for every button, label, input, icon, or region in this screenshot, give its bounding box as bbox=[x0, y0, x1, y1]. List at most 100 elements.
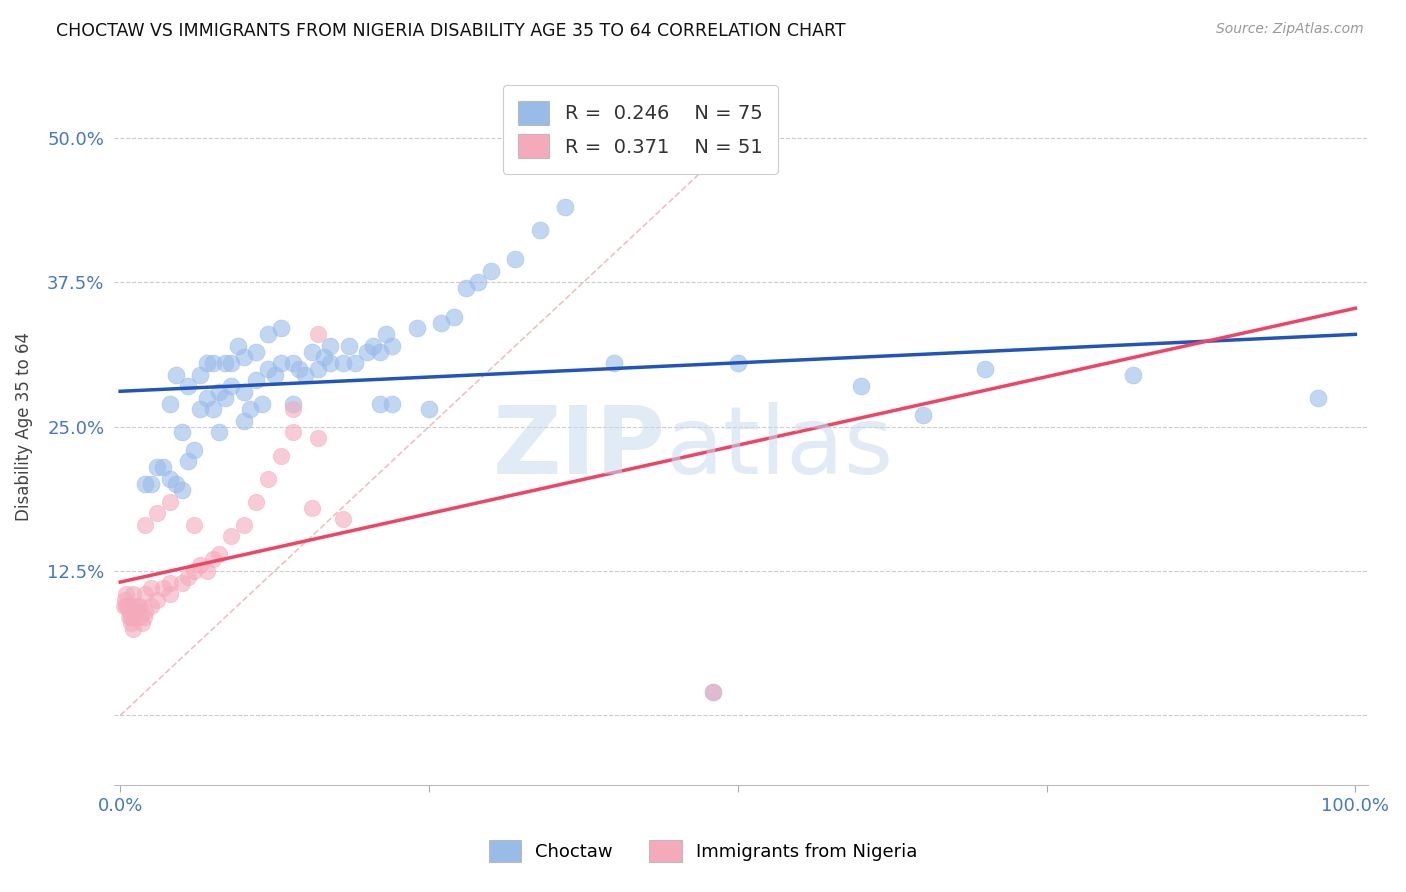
Point bbox=[132, 610, 155, 624]
Point bbox=[368, 344, 391, 359]
Point bbox=[139, 477, 162, 491]
Point bbox=[332, 512, 354, 526]
Point bbox=[288, 362, 311, 376]
Point bbox=[281, 402, 304, 417]
Point bbox=[170, 483, 193, 498]
Point bbox=[115, 599, 138, 613]
Point bbox=[159, 396, 181, 410]
Point bbox=[239, 402, 262, 417]
Point bbox=[159, 494, 181, 508]
Point bbox=[183, 564, 205, 578]
Point bbox=[221, 356, 243, 370]
Text: CHOCTAW VS IMMIGRANTS FROM NIGERIA DISABILITY AGE 35 TO 64 CORRELATION CHART: CHOCTAW VS IMMIGRANTS FROM NIGERIA DISAB… bbox=[56, 22, 846, 40]
Point bbox=[301, 344, 323, 359]
Point bbox=[195, 564, 218, 578]
Point bbox=[1122, 368, 1144, 382]
Point bbox=[183, 442, 205, 457]
Point bbox=[121, 610, 143, 624]
Point bbox=[337, 339, 360, 353]
Point bbox=[152, 582, 174, 596]
Point bbox=[159, 472, 181, 486]
Point bbox=[128, 599, 150, 613]
Point bbox=[443, 310, 465, 324]
Point bbox=[159, 575, 181, 590]
Point bbox=[146, 593, 169, 607]
Point bbox=[343, 356, 366, 370]
Point bbox=[307, 362, 329, 376]
Point bbox=[139, 582, 162, 596]
Point bbox=[257, 327, 280, 342]
Point bbox=[270, 449, 292, 463]
Point bbox=[232, 414, 254, 428]
Point bbox=[177, 379, 200, 393]
Point bbox=[134, 605, 156, 619]
Point bbox=[430, 316, 453, 330]
Point bbox=[221, 529, 243, 543]
Point bbox=[454, 281, 477, 295]
Point bbox=[170, 575, 193, 590]
Point bbox=[118, 610, 141, 624]
Point bbox=[165, 368, 187, 382]
Point bbox=[245, 373, 267, 387]
Point bbox=[121, 587, 143, 601]
Point bbox=[356, 344, 378, 359]
Point bbox=[603, 356, 626, 370]
Point bbox=[190, 368, 212, 382]
Point bbox=[201, 552, 224, 566]
Text: Source: ZipAtlas.com: Source: ZipAtlas.com bbox=[1216, 22, 1364, 37]
Point bbox=[973, 362, 995, 376]
Point bbox=[159, 587, 181, 601]
Point bbox=[221, 379, 243, 393]
Point bbox=[177, 570, 200, 584]
Point bbox=[467, 275, 489, 289]
Point bbox=[120, 610, 142, 624]
Point bbox=[257, 362, 280, 376]
Point bbox=[554, 200, 576, 214]
Point bbox=[319, 356, 342, 370]
Point bbox=[702, 685, 724, 699]
Y-axis label: Disability Age 35 to 64: Disability Age 35 to 64 bbox=[15, 332, 32, 521]
Point bbox=[529, 223, 551, 237]
Point bbox=[117, 599, 139, 613]
Point bbox=[120, 615, 142, 630]
Point bbox=[170, 425, 193, 440]
Point bbox=[702, 685, 724, 699]
Point bbox=[374, 327, 396, 342]
Point bbox=[232, 517, 254, 532]
Point bbox=[146, 506, 169, 520]
Point bbox=[115, 587, 138, 601]
Point bbox=[418, 402, 440, 417]
Point bbox=[195, 356, 218, 370]
Point bbox=[139, 599, 162, 613]
Point bbox=[214, 391, 236, 405]
Point bbox=[134, 517, 156, 532]
Point bbox=[208, 425, 231, 440]
Point bbox=[152, 460, 174, 475]
Point bbox=[125, 605, 148, 619]
Point bbox=[294, 368, 316, 382]
Point bbox=[134, 477, 156, 491]
Text: atlas: atlas bbox=[665, 402, 894, 494]
Point bbox=[381, 339, 404, 353]
Point bbox=[232, 384, 254, 399]
Point bbox=[129, 610, 152, 624]
Point bbox=[257, 472, 280, 486]
Point bbox=[312, 351, 335, 365]
Point bbox=[363, 339, 385, 353]
Point bbox=[479, 263, 502, 277]
Point bbox=[307, 431, 329, 445]
Point bbox=[263, 368, 285, 382]
Point bbox=[190, 402, 212, 417]
Point bbox=[307, 327, 329, 342]
Point bbox=[165, 477, 187, 491]
Point bbox=[727, 356, 749, 370]
Point bbox=[912, 408, 935, 422]
Point bbox=[301, 500, 323, 515]
Point bbox=[245, 494, 267, 508]
Point bbox=[319, 339, 342, 353]
Point bbox=[127, 599, 149, 613]
Point bbox=[114, 593, 136, 607]
Point bbox=[851, 379, 873, 393]
Point bbox=[195, 391, 218, 405]
Point bbox=[270, 321, 292, 335]
